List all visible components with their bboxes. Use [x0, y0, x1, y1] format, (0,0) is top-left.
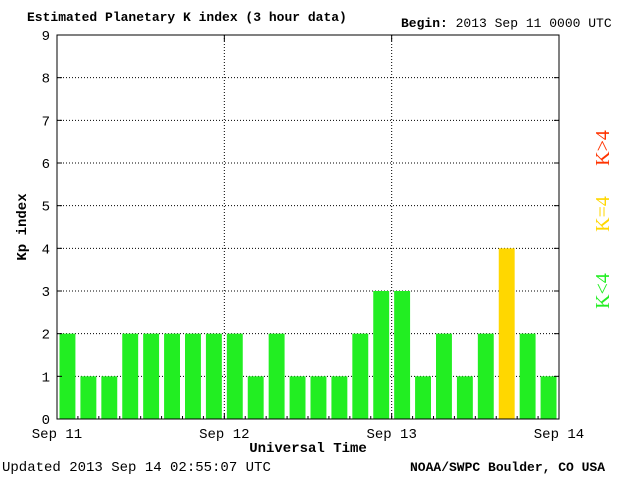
credit-line: NOAA/SWPC Boulder, CO USA	[410, 460, 606, 475]
kp-bar	[352, 333, 369, 419]
y-tick-label: 7	[42, 114, 50, 130]
kp-bar	[394, 291, 411, 419]
x-axis-label: Universal Time	[249, 441, 367, 457]
kp-bar	[310, 376, 327, 419]
grid-lines	[57, 35, 559, 419]
kp-bar	[122, 333, 139, 419]
begin-value: 2013 Sep 11 0000 UTC	[455, 16, 612, 31]
y-tick-label: 9	[42, 29, 50, 45]
kp-bar	[185, 333, 201, 419]
y-tick-label: 8	[42, 72, 50, 88]
kp-bar	[101, 376, 118, 419]
y-tick-label: 6	[42, 157, 50, 173]
y-tick-label: 3	[42, 285, 50, 301]
y-tick-label: 2	[42, 328, 50, 344]
kp-bar	[289, 376, 306, 419]
kp-bar	[540, 376, 557, 419]
kp-bar	[477, 333, 494, 419]
kp-bar	[456, 376, 473, 419]
x-tick-label: Sep 12	[199, 427, 249, 443]
begin-info: Begin: 2013 Sep 11 0000 UTC	[401, 16, 612, 31]
legend-high: K>4	[592, 130, 614, 166]
kp-bar	[205, 333, 222, 419]
x-tick-label: Sep 11	[32, 427, 82, 443]
x-tick-label: Sep 13	[366, 427, 416, 443]
updated-timestamp: Updated 2013 Sep 14 02:55:07 UTC	[2, 460, 271, 476]
x-tick-label: Sep 14	[534, 427, 584, 443]
legend-mid: K=4	[592, 196, 614, 232]
kp-bar	[80, 376, 97, 419]
kp-bar	[164, 333, 180, 419]
bars	[59, 248, 557, 419]
kp-bar	[59, 333, 76, 419]
kp-bar	[268, 333, 285, 419]
kp-bar	[143, 333, 160, 419]
kp-bar	[373, 291, 390, 419]
y-axis-label: Kp index	[15, 193, 31, 261]
legend-low: K<4	[592, 273, 614, 309]
y-tick-label: 0	[42, 413, 50, 429]
y-tick-label: 1	[42, 370, 50, 386]
y-tick-label: 4	[42, 242, 50, 258]
chart-title: Estimated Planetary K index (3 hour data…	[27, 10, 347, 25]
begin-label: Begin:	[401, 16, 448, 31]
kp-bar	[498, 248, 515, 419]
kp-bar	[415, 376, 431, 419]
x-ticks: Sep 11 Sep 12 Sep 13 Sep 14	[32, 35, 584, 443]
kp-bar	[519, 333, 536, 419]
y-ticks: 0 1 2 3 4 5 6 7 8 9	[42, 29, 559, 429]
kp-bar	[226, 333, 243, 419]
y-tick-label: 5	[42, 200, 50, 216]
kp-bar	[436, 333, 452, 419]
kp-bar	[331, 376, 348, 419]
kp-bar	[247, 376, 264, 419]
